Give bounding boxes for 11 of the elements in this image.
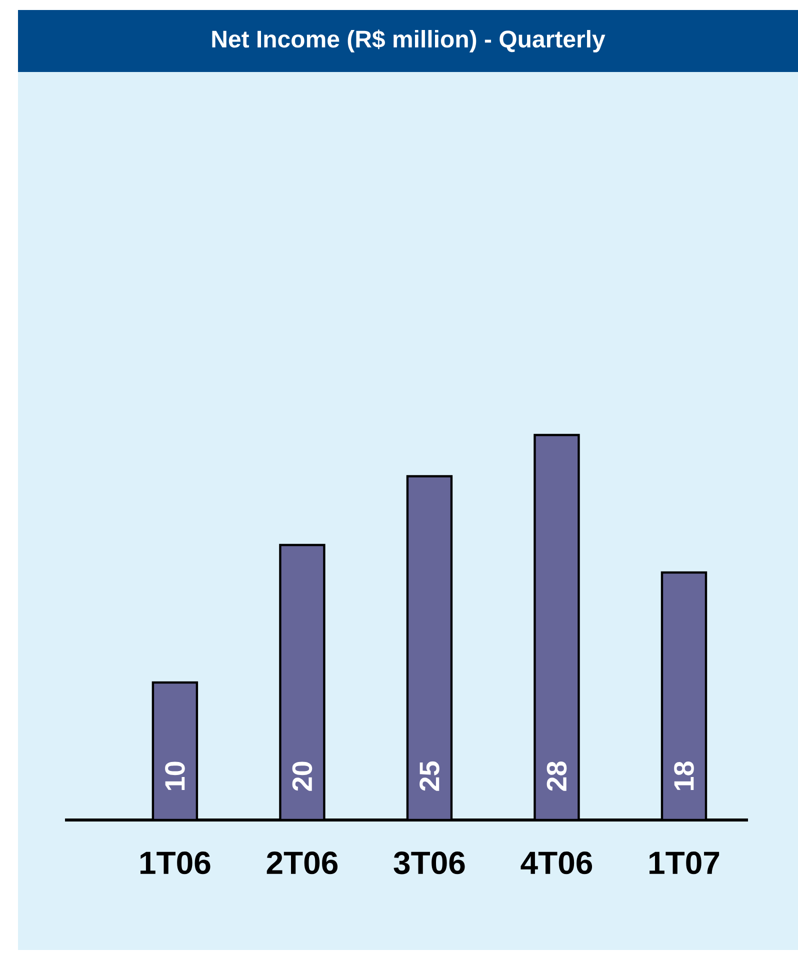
x-tick-label: 1T06: [140, 852, 210, 874]
x-tick-label: 1T07: [650, 852, 720, 874]
chart-title: Net Income (R$ million) - Quarterly: [212, 30, 606, 52]
x-tick-label: 3T06: [394, 852, 465, 874]
data-label: 18: [674, 762, 694, 790]
data-label: 20: [292, 762, 312, 791]
data-label: 28: [546, 762, 567, 791]
x-tick-label: 4T06: [520, 852, 592, 874]
data-label: 25: [420, 761, 440, 791]
data-label: 10: [165, 762, 185, 790]
x-tick-label: 2T06: [266, 852, 338, 874]
